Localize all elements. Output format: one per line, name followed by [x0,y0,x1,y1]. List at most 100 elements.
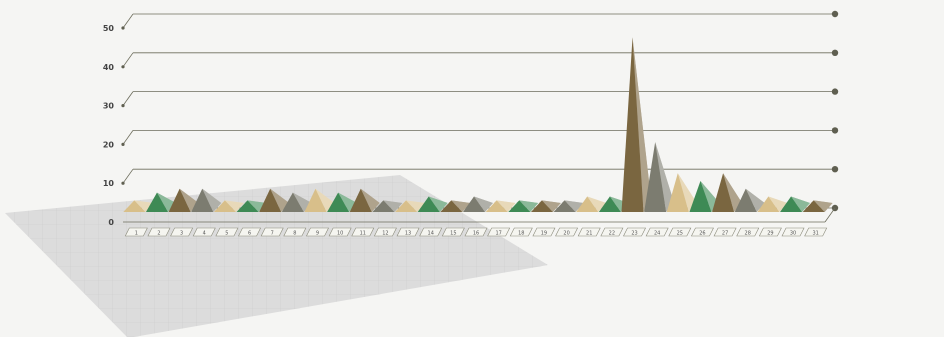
bar-face-front [213,200,236,212]
x-tick-label: 2 [157,231,160,237]
bar [734,188,765,212]
x-tick-label: 4 [203,231,206,237]
x-tick-label: 6 [248,231,251,237]
x-tick-box [147,227,171,237]
bar [757,196,788,212]
bar-face-front [304,188,327,212]
x-tick-label: 15 [450,231,456,237]
bar-face-side [451,200,471,212]
x-tick-box [713,227,737,237]
x-tick-label: 31 [812,231,818,237]
bar [712,173,743,212]
bar-face-side [315,188,335,212]
bar [191,188,222,212]
bar-face-side [179,188,199,212]
x-tick-label: 21 [586,231,592,237]
x-tick-box [555,227,579,237]
bar-face-front [621,37,644,213]
bar [440,200,471,212]
bar-face-side [632,37,652,213]
x-tick-box [351,227,375,237]
x-tick-label: 18 [518,231,524,237]
bar-face-front [530,200,553,212]
gridline-dot-right [831,166,839,173]
bar [417,196,448,212]
bar-face-side [202,188,222,212]
gridline-dot-left [121,181,125,185]
x-tick-box [328,227,352,237]
x-tick-box [781,227,805,237]
bar-face-front [576,196,599,212]
bar-face-front [281,192,304,212]
x-tick-label: 9 [316,231,319,237]
bar-face-front [236,200,259,212]
bar-face-front [757,196,780,212]
x-tick-box [260,227,284,237]
x-tick-box [532,227,556,237]
x-tick-box [170,227,194,237]
x-tick-box [577,227,601,237]
bar-face-side [270,188,290,212]
x-tick-label: 26 [699,231,705,237]
gridline-dot-left [121,26,125,30]
bar [621,37,652,213]
bar [485,200,516,212]
bar [576,196,607,212]
gridline-dot-right [831,10,839,18]
bar-face-front [689,180,712,212]
x-tick-box [736,227,760,237]
bar-face-front [598,196,621,212]
x-tick-label: 29 [767,231,773,237]
x-tick-label: 5 [225,231,228,237]
x-tick-box [441,227,465,237]
bar-face-side [813,200,833,212]
x-tick-label: 8 [293,231,296,237]
x-tick-box [509,227,533,237]
x-tick-box [464,227,488,237]
bar-face-side [564,200,584,212]
y-tick-label: 10 [103,179,115,188]
x-tick-box [124,227,148,237]
bar [168,188,199,212]
bar-face-side [723,173,743,212]
gridline-diagonal [122,13,134,29]
bar [372,200,403,212]
gridline-dot-left [121,65,125,69]
bar-face-side [428,196,448,212]
y-tick-label: 50 [103,24,115,33]
bar-face-front [145,192,168,212]
x-tick-label: 24 [654,231,660,237]
bar-face-side [791,196,811,212]
bar-face-front [395,200,418,212]
bar-face-side [655,142,675,212]
x-tick-box [215,227,239,237]
bar-face-side [768,196,788,212]
gridline-dot-right [831,49,839,56]
bar [553,200,584,212]
bar-face-front [734,188,757,212]
bar [802,200,833,212]
x-tick-label: 3 [180,231,183,237]
bar [780,196,811,212]
bar [349,188,380,212]
bars [123,37,833,213]
bar-face-front [485,200,508,212]
bar [123,200,154,212]
x-tick-label: 16 [473,231,479,237]
bar-face-side [247,200,267,212]
bar [463,196,493,212]
x-tick-box [487,227,511,237]
x-tick-box [283,227,307,237]
x-tick-label: 19 [541,231,547,237]
x-tick-box [419,227,443,237]
bar-face-front [417,196,440,212]
x-tick-label: 22 [609,231,615,237]
bar-face-front [666,173,689,212]
floor-grid [5,175,548,337]
bar-face-front [327,192,350,212]
x-tick-label: 27 [722,231,728,237]
bar [644,142,675,212]
y-tick-label: 20 [103,140,115,149]
bar-face-front [168,188,191,212]
